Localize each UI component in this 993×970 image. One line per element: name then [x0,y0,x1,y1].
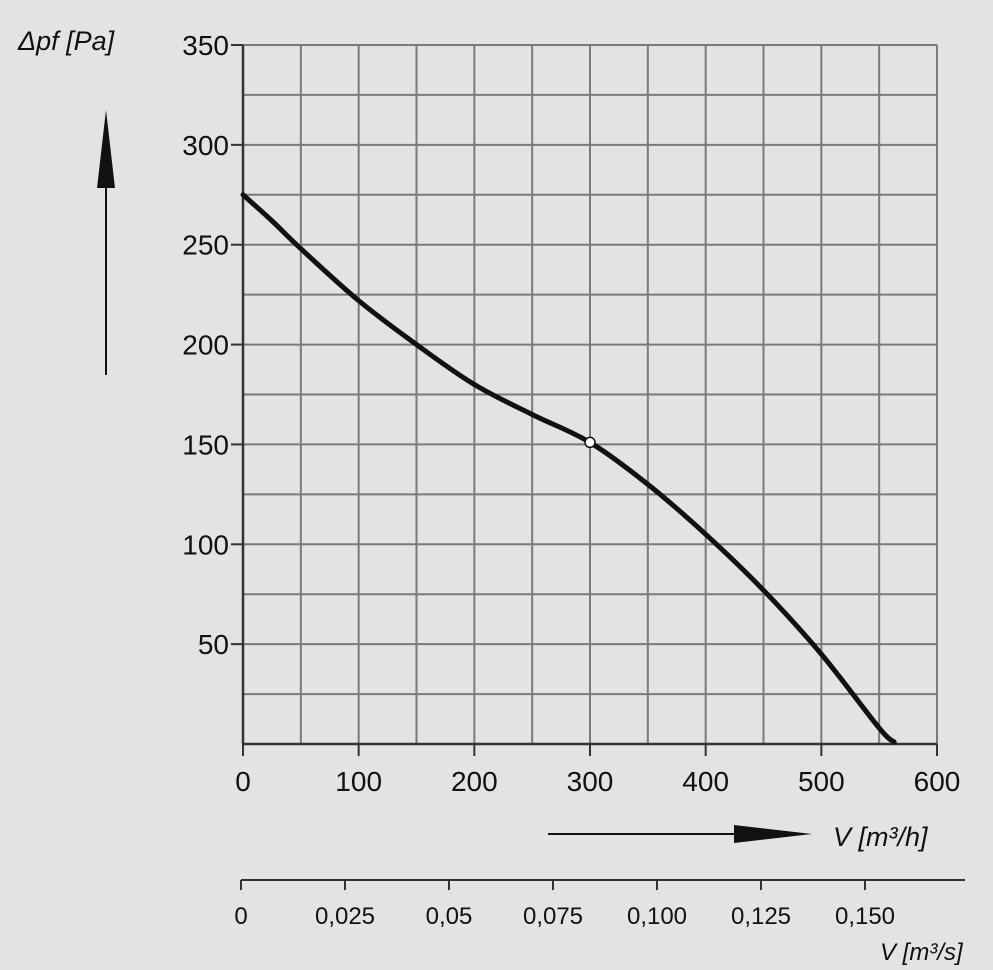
secondary-x-tick-label: 0,05 [426,903,473,930]
secondary-x-tick-label: 0,125 [731,903,791,930]
x-tick-label: 500 [798,766,845,797]
data-curve [240,192,897,745]
x-tick-label: 0 [235,766,251,797]
secondary-x-tick-label: 0,100 [627,903,687,930]
y-tick-label: 50 [198,629,229,660]
curve-group [240,192,897,745]
y-tick-label: 100 [182,529,229,560]
secondary-x-tick-label: 0,150 [835,903,895,930]
operating-point-marker [584,436,596,449]
y-tick-label: 150 [182,429,229,460]
y-tick-label: 300 [182,130,229,161]
secondary-x-axis-label: V [m³/s] [880,939,964,966]
x-tick-label: 300 [567,766,614,797]
secondary-x-tick-label: 0,075 [523,903,583,930]
secondary-x-tick-label: 0 [234,903,247,930]
x-tick-labels: 0 100 200 300 400 500 600 [235,766,960,797]
y-axis-arrow-head [97,110,115,188]
grid [242,44,938,745]
x-tick-label: 100 [335,766,382,797]
axes [231,44,938,756]
secondary-x-axis: 0 0,025 0,05 0,075 0,100 0,125 0,150 [234,879,965,930]
x-axis-label: V [m³/h] [833,822,929,852]
x-tick-label: 400 [682,766,729,797]
x-tick-label: 200 [451,766,498,797]
axis-arrows [97,110,812,843]
y-tick-label: 350 [182,30,229,61]
y-tick-labels: 50 100 150 200 250 300 350 [182,30,229,660]
y-tick-label: 200 [182,330,229,361]
y-axis-label: Δpf [Pa] [17,26,116,56]
x-axis-arrow-head [734,825,812,843]
x-tick-label: 600 [914,766,961,797]
secondary-x-tick-label: 0,025 [315,903,375,930]
y-tick-label: 250 [182,230,229,261]
